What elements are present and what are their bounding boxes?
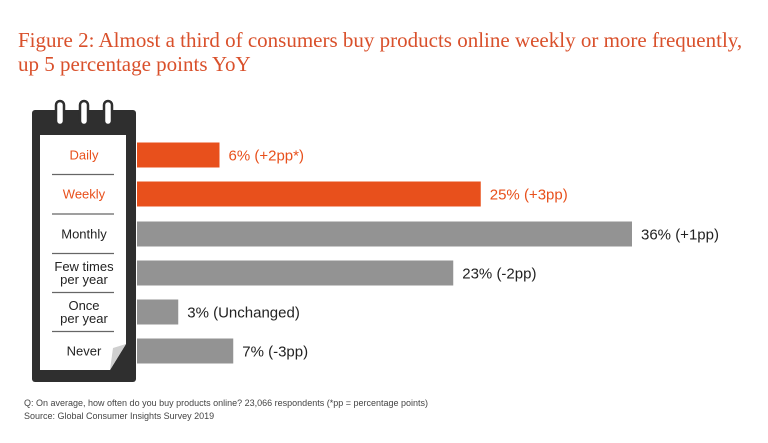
category-label: Daily xyxy=(70,148,99,163)
bar xyxy=(137,338,234,364)
calendar-rings xyxy=(54,99,114,127)
value-label: 3% (Unchanged) xyxy=(187,305,300,322)
bar xyxy=(137,181,481,207)
category-label: Weekly xyxy=(63,187,106,202)
calendar-icon xyxy=(32,99,136,382)
value-labels: 6% (+2pp*) 25% (+3pp) 36% (+1pp) 23% (-2pp)… xyxy=(187,148,719,361)
footer-source: Source: Global Consumer Insights Survey … xyxy=(24,411,215,421)
value-label: 6% (+2pp*) xyxy=(229,148,304,165)
bar xyxy=(137,221,632,247)
bar xyxy=(137,299,179,325)
calendar-page-curl xyxy=(110,344,126,370)
bars xyxy=(137,142,632,364)
footer-question: Q: On average, how often do you buy prod… xyxy=(24,398,429,408)
calendar-page xyxy=(40,135,126,370)
value-label: 36% (+1pp) xyxy=(641,227,719,244)
category-label: Few times per year xyxy=(54,259,114,287)
calendar-dividers xyxy=(52,173,114,333)
category-labels: Daily Weekly Monthly Few times per year Once p… xyxy=(54,148,114,359)
calendar-ring-2 xyxy=(78,99,90,127)
value-label: 7% (-3pp) xyxy=(242,344,308,361)
category-label: Once per year xyxy=(60,298,108,326)
bar xyxy=(137,142,220,168)
category-label: Never xyxy=(67,344,102,359)
bar xyxy=(137,260,454,286)
value-label: 23% (-2pp) xyxy=(462,266,536,283)
category-label: Monthly xyxy=(61,227,107,242)
chart-title: Figure 2: Almost a third of consumers bu… xyxy=(18,28,743,76)
calendar-ring-1 xyxy=(54,99,66,127)
value-label: 25% (+3pp) xyxy=(490,187,568,204)
calendar-ring-3 xyxy=(102,99,114,127)
